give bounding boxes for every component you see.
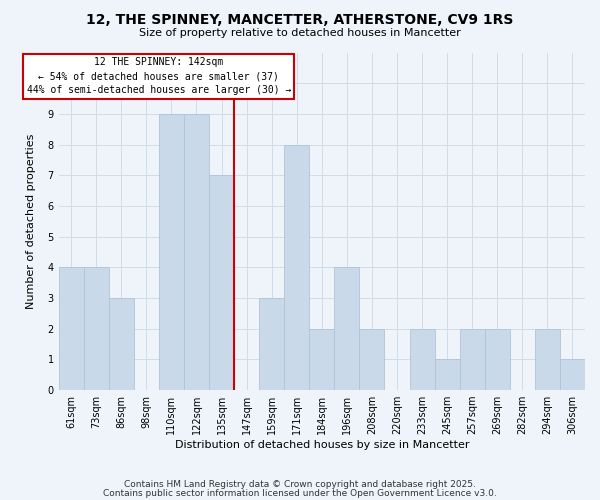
Bar	[410, 328, 434, 390]
Text: Contains HM Land Registry data © Crown copyright and database right 2025.: Contains HM Land Registry data © Crown c…	[124, 480, 476, 489]
Text: Contains public sector information licensed under the Open Government Licence v3: Contains public sector information licen…	[103, 488, 497, 498]
Y-axis label: Number of detached properties: Number of detached properties	[26, 134, 36, 309]
Bar	[209, 176, 234, 390]
Text: 12 THE SPINNEY: 142sqm
← 54% of detached houses are smaller (37)
44% of semi-det: 12 THE SPINNEY: 142sqm ← 54% of detached…	[26, 57, 291, 95]
Bar	[535, 328, 560, 390]
Bar	[485, 328, 510, 390]
Text: Size of property relative to detached houses in Mancetter: Size of property relative to detached ho…	[139, 28, 461, 38]
X-axis label: Distribution of detached houses by size in Mancetter: Distribution of detached houses by size …	[175, 440, 469, 450]
Bar	[159, 114, 184, 390]
Bar	[59, 268, 83, 390]
Bar	[83, 268, 109, 390]
Bar	[184, 114, 209, 390]
Bar	[460, 328, 485, 390]
Bar	[109, 298, 134, 390]
Bar	[434, 360, 460, 390]
Bar	[359, 328, 385, 390]
Bar	[560, 360, 585, 390]
Bar	[259, 298, 284, 390]
Text: 12, THE SPINNEY, MANCETTER, ATHERSTONE, CV9 1RS: 12, THE SPINNEY, MANCETTER, ATHERSTONE, …	[86, 12, 514, 26]
Bar	[334, 268, 359, 390]
Bar	[309, 328, 334, 390]
Bar	[284, 144, 309, 390]
